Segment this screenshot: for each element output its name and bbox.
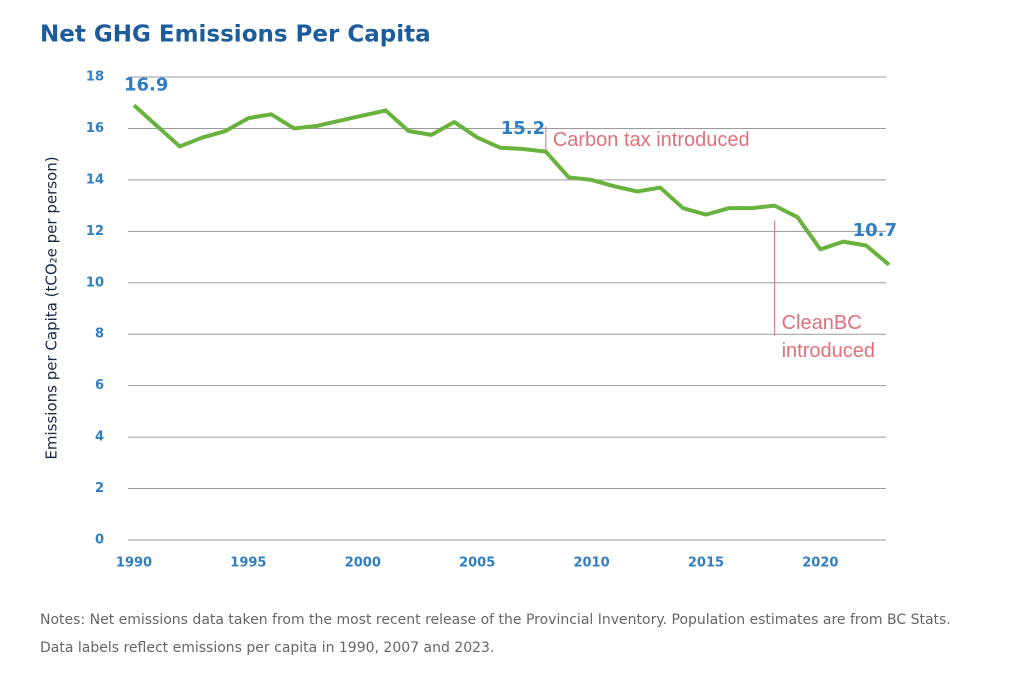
- y-tick-label: 10: [86, 275, 104, 290]
- y-tick-label: 12: [86, 224, 104, 239]
- annotation-text: CleanBC: [782, 312, 862, 334]
- x-tick-label: 1990: [116, 556, 152, 571]
- chart-title: Net GHG Emissions Per Capita: [40, 22, 431, 48]
- annotation-text: introduced: [782, 340, 875, 362]
- data-line: [132, 103, 891, 267]
- x-tick-label: 2005: [459, 556, 495, 571]
- y-tick-label: 8: [95, 327, 104, 342]
- y-tick-label: 2: [95, 481, 104, 496]
- data-label: 15.2: [501, 118, 545, 139]
- note: Data labels reflect emissions per capita…: [40, 640, 494, 656]
- y-tick-label: 4: [95, 430, 104, 445]
- data-label: 16.9: [124, 74, 168, 95]
- x-tick-label: 2000: [345, 556, 381, 571]
- x-tick-label: 2015: [688, 556, 724, 571]
- y-tick-label: 16: [86, 121, 104, 136]
- annotation-text: Carbon tax introduced: [553, 129, 750, 151]
- y-axis-label: Emissions per Capita (tCO₂e per person): [43, 156, 61, 459]
- y-tick-label: 0: [95, 533, 104, 548]
- x-tick-label: 2010: [573, 556, 609, 571]
- x-tick-label: 1995: [230, 556, 266, 571]
- x-tick-label: 2020: [802, 556, 838, 571]
- y-tick-label: 6: [95, 378, 104, 393]
- y-tick-label: 18: [86, 70, 104, 85]
- data-label: 10.7: [853, 220, 897, 241]
- y-tick-label: 14: [86, 172, 104, 187]
- note: Notes: Net emissions data taken from the…: [40, 612, 951, 628]
